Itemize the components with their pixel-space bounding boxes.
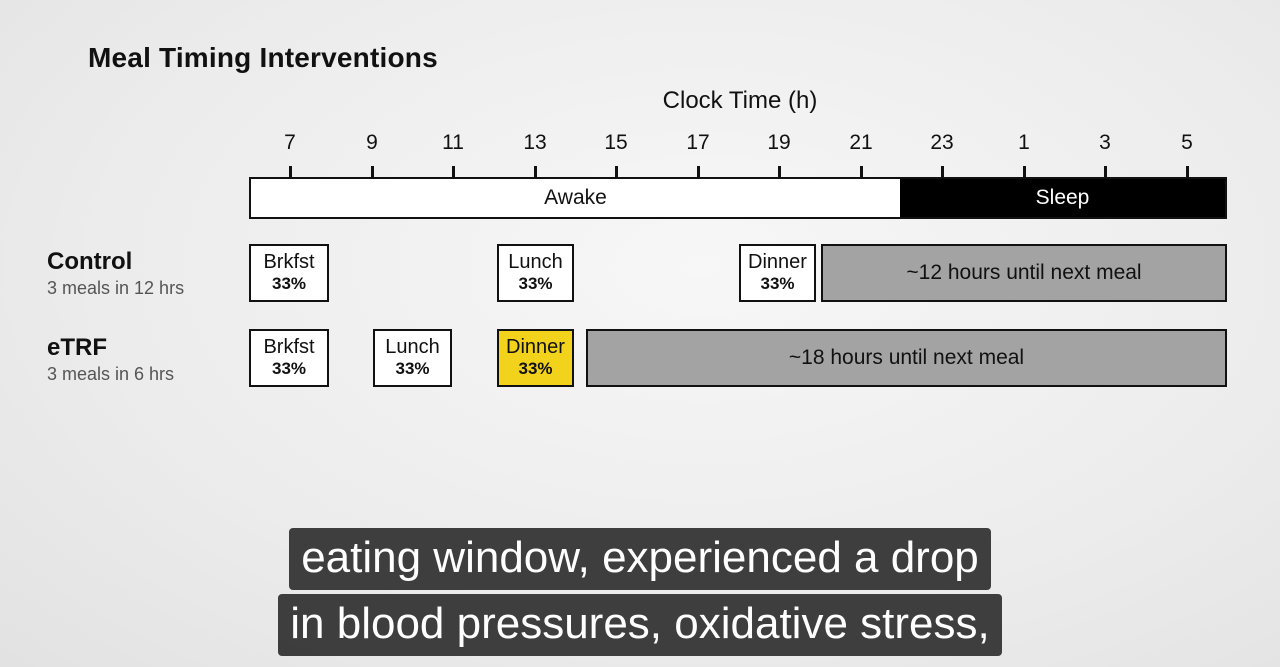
tick-label: 1 [1018, 131, 1030, 154]
awake-sleep-timeline: Awake Sleep [249, 177, 1227, 219]
meal-name: Dinner [748, 251, 807, 273]
control-dinner-box: Dinner 33% [739, 244, 816, 302]
tick-label: 7 [284, 131, 296, 154]
etrf-breakfast-box: Brkfst 33% [249, 329, 329, 387]
meal-percent: 33% [518, 274, 553, 293]
etrf-row-sublabel: 3 meals in 6 hrs [47, 364, 175, 384]
tick-mark [1023, 166, 1026, 178]
tick-mark [371, 166, 374, 178]
meal-percent: 33% [518, 359, 553, 378]
tick-label: 17 [686, 131, 710, 154]
tick-label: 23 [930, 131, 954, 154]
meal-name: Brkfst [263, 336, 315, 358]
tick-mark [941, 166, 944, 178]
etrf-dinner-box: Dinner 33% [497, 329, 574, 387]
tick-label: 21 [849, 131, 873, 154]
diagram-title: Meal Timing Interventions [88, 42, 438, 73]
tick-label: 5 [1181, 131, 1193, 154]
tick-label: 13 [523, 131, 547, 154]
tick-mark [1186, 166, 1189, 178]
meal-percent: 33% [395, 359, 430, 378]
tick-label: 11 [442, 131, 464, 154]
control-lunch-box: Lunch 33% [497, 244, 574, 302]
meal-percent: 33% [271, 359, 307, 378]
tick-mark [778, 166, 781, 178]
tick-label: 9 [366, 131, 378, 154]
sleep-segment: Sleep [900, 179, 1225, 217]
control-row-sublabel: 3 meals in 12 hrs [47, 278, 185, 298]
etrf-lunch-box: Lunch 33% [373, 329, 452, 387]
control-fasting-bar: ~12 hours until next meal [821, 244, 1227, 302]
tick-mark [289, 166, 292, 178]
tick-label: 15 [604, 131, 628, 154]
meal-percent: 33% [271, 274, 307, 293]
caption-line-2: in blood pressures, oxidative stress, [278, 594, 1002, 656]
tick-mark [615, 166, 618, 178]
meal-name: Lunch [508, 251, 563, 273]
meal-name: Lunch [385, 336, 440, 358]
control-row-label: Control [47, 248, 133, 275]
tick-label: 19 [767, 131, 791, 154]
caption-line-1: eating window, experienced a drop [289, 528, 991, 590]
awake-segment: Awake [544, 186, 607, 209]
tick-mark [697, 166, 700, 178]
tick-mark [860, 166, 863, 178]
tick-mark [1104, 166, 1107, 178]
control-breakfast-box: Brkfst 33% [249, 244, 329, 302]
tick-label: 3 [1099, 131, 1111, 154]
axis-title: Clock Time (h) [662, 87, 818, 114]
meal-name: Dinner [506, 336, 565, 358]
meal-percent: 33% [760, 274, 795, 293]
subtitle-caption: eating window, experienced a drop in blo… [0, 528, 1280, 660]
etrf-fasting-bar: ~18 hours until next meal [586, 329, 1227, 387]
meal-name: Brkfst [263, 251, 315, 273]
etrf-row-label: eTRF [47, 334, 107, 361]
tick-mark [534, 166, 537, 178]
tick-mark [452, 166, 455, 178]
